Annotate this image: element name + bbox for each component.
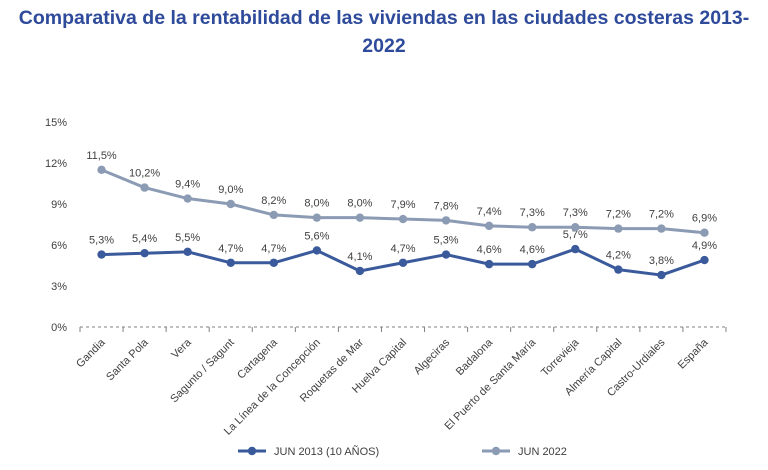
data-label: 4,6% [477, 244, 502, 256]
x-tick-label: El Puerto de Santa María [442, 336, 538, 432]
data-point [614, 224, 623, 233]
data-label: 5,5% [175, 232, 200, 244]
data-label: 9,4% [175, 179, 200, 191]
data-point [484, 259, 494, 269]
data-label: 4,7% [218, 243, 243, 255]
data-label: 5,6% [304, 230, 329, 242]
data-label: 4,7% [261, 243, 286, 255]
x-tick-label: Algeciras [412, 336, 453, 377]
y-axis: 0% 3% 6% 9% 12% 15% [45, 117, 67, 334]
chart-title-line1: Comparativa de la rentabilidad de las vi… [18, 7, 750, 29]
data-point [312, 246, 322, 255]
y-tick-label: 6% [51, 240, 67, 252]
data-label: 9,0% [218, 184, 243, 196]
data-label: 4,6% [520, 244, 545, 256]
data-label: 7,2% [606, 209, 631, 221]
y-tick-label: 3% [51, 281, 67, 293]
data-point [657, 270, 666, 280]
data-point [355, 213, 365, 222]
data-label: 7,8% [434, 200, 459, 212]
data-point [398, 258, 408, 267]
data-point [269, 258, 278, 267]
data-point [441, 216, 451, 225]
data-point [97, 250, 106, 259]
data-label: 8,2% [261, 195, 286, 207]
data-label: 3,8% [649, 255, 674, 267]
chart-title: Comparativa de la rentabilidad de las vi… [0, 4, 768, 60]
data-point [528, 223, 537, 232]
x-tick-label: Santa Pola [104, 336, 151, 383]
data-label: 4,7% [390, 243, 415, 255]
legend-marker [247, 446, 257, 456]
x-tick-label: Vera [169, 336, 194, 361]
data-point [571, 223, 580, 232]
data-point [355, 266, 365, 276]
data-label: 7,4% [477, 206, 502, 218]
data-label: 10,2% [129, 168, 160, 180]
y-tick-label: 12% [45, 158, 67, 170]
series-layer: 5,3% 5,4% 5,5% 4,7% 4,7% 5,6% 4,1% 4,7% 5,3% 4,6%… [86, 150, 717, 280]
data-label: 8,0% [304, 198, 329, 210]
data-label: 5,4% [132, 233, 157, 245]
data-label: 11,5% [86, 150, 117, 162]
data-label: 4,2% [606, 250, 631, 262]
series-1: 5,3% 5,4% 5,5% 4,7% 4,7% 5,6% 4,1% 4,7% 5,3% 4,6%… [89, 229, 717, 280]
data-point [441, 250, 451, 259]
x-tick-label: España [676, 336, 711, 371]
legend-label: JUN 2022 [518, 446, 567, 458]
data-point [484, 221, 494, 231]
data-point [140, 183, 149, 192]
y-tick-label: 15% [45, 117, 67, 129]
legend-marker [491, 446, 501, 456]
data-point [528, 259, 537, 269]
series-2: 11,5% 10,2% 9,4% 9,0% 8,2% 8,0% 8,0% 7,9% 7,8% 7,… [86, 150, 717, 237]
data-label: 5,3% [89, 235, 114, 247]
data-point [183, 247, 192, 257]
data-point [614, 265, 623, 274]
data-label: 8,0% [347, 198, 372, 210]
data-point [226, 199, 235, 209]
data-point [571, 244, 580, 254]
y-tick-label: 0% [51, 322, 67, 334]
x-tick-label: Cartagena [235, 336, 280, 381]
data-label: 6,9% [692, 213, 717, 225]
chart-title-line2: 2022 [362, 35, 406, 57]
x-tick-label: Torrevieja [539, 336, 582, 379]
data-label: 4,1% [347, 251, 372, 263]
data-point [700, 255, 709, 265]
data-point [140, 249, 149, 258]
data-point [398, 214, 408, 224]
data-label: 5,3% [434, 235, 459, 247]
data-point [183, 194, 192, 203]
x-tick-label: Gandia [74, 336, 108, 370]
data-label: 4,9% [692, 240, 717, 252]
data-point [657, 224, 666, 233]
data-point [312, 213, 322, 222]
data-point [700, 228, 709, 237]
data-point [269, 210, 278, 220]
data-label: 7,2% [649, 209, 674, 221]
data-label: 7,9% [390, 199, 415, 211]
data-label: 7,3% [563, 207, 588, 219]
data-point [226, 258, 235, 267]
legend-label: JUN 2013 (10 AÑOS) [274, 445, 379, 458]
data-label: 5,7% [563, 229, 588, 241]
data-label: 7,3% [520, 207, 545, 219]
data-point [97, 165, 106, 175]
x-tick-label: Badalona [454, 336, 496, 378]
y-tick-label: 9% [51, 199, 67, 211]
legend: JUN 2013 (10 AÑOS) JUN 2022 [238, 445, 567, 458]
